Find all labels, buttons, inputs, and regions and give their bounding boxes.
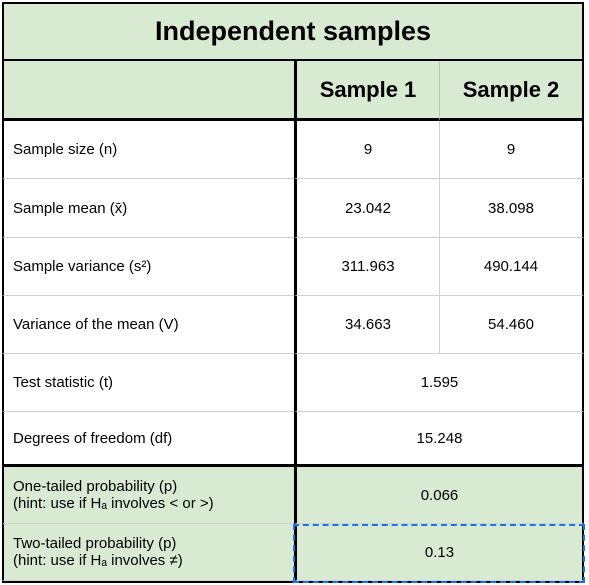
row-label-sample-variance[interactable]: Sample variance (s²) bbox=[2, 238, 294, 296]
two-tailed-probability-cell[interactable]: 0.13 bbox=[294, 524, 584, 581]
row-label-test-statistic[interactable]: Test statistic (t) bbox=[2, 354, 294, 412]
sample2-variance-cell[interactable]: 490.144 bbox=[440, 238, 584, 296]
row-label-one-tailed-probability[interactable]: One-tailed probability (p) (hint: use if… bbox=[2, 467, 294, 524]
sample1-variance-cell[interactable]: 311.963 bbox=[294, 238, 440, 296]
row-label-sample-mean[interactable]: Sample mean (x̄) bbox=[2, 179, 294, 238]
sample1-mean-cell[interactable]: 23.042 bbox=[294, 179, 440, 238]
header-sample-2[interactable]: Sample 2 bbox=[440, 61, 584, 121]
header-sample-1[interactable]: Sample 1 bbox=[294, 61, 440, 121]
table-bottom-border bbox=[2, 581, 584, 583]
test-statistic-cell[interactable]: 1.595 bbox=[294, 354, 584, 412]
one-tailed-label-line2: (hint: use if Hₐ involves < or >) bbox=[13, 495, 214, 512]
sample2-variance-of-mean-cell[interactable]: 54.460 bbox=[440, 296, 584, 354]
sample2-size-cell[interactable]: 9 bbox=[440, 121, 584, 179]
sample2-mean-cell[interactable]: 38.098 bbox=[440, 179, 584, 238]
table-title[interactable]: Independent samples bbox=[2, 2, 584, 61]
row-label-variance-of-mean[interactable]: Variance of the mean (V) bbox=[2, 296, 294, 354]
row-label-degrees-of-freedom[interactable]: Degrees of freedom (df) bbox=[2, 412, 294, 467]
sample1-size-cell[interactable]: 9 bbox=[294, 121, 440, 179]
row-label-two-tailed-probability[interactable]: Two-tailed probability (p) (hint: use if… bbox=[2, 524, 294, 581]
one-tailed-probability-cell[interactable]: 0.066 bbox=[294, 467, 584, 524]
two-tailed-label-line2: (hint: use if Hₐ involves ≠) bbox=[13, 552, 183, 569]
header-blank-cell[interactable] bbox=[2, 61, 294, 121]
sample1-variance-of-mean-cell[interactable]: 34.663 bbox=[294, 296, 440, 354]
two-tailed-label-line1: Two-tailed probability (p) bbox=[13, 535, 177, 552]
degrees-of-freedom-cell[interactable]: 15.248 bbox=[294, 412, 584, 467]
row-label-sample-size[interactable]: Sample size (n) bbox=[2, 121, 294, 179]
one-tailed-label-line1: One-tailed probability (p) bbox=[13, 478, 178, 495]
